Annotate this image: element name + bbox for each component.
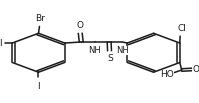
Text: O: O: [77, 21, 84, 30]
Text: NH: NH: [116, 46, 129, 55]
Text: Br: Br: [35, 14, 45, 23]
Text: HO: HO: [161, 70, 174, 79]
Text: I: I: [0, 39, 2, 47]
Text: NH: NH: [88, 46, 101, 55]
Text: O: O: [192, 65, 199, 74]
Text: S: S: [107, 54, 113, 63]
Text: I: I: [37, 82, 40, 91]
Text: Cl: Cl: [178, 24, 186, 33]
